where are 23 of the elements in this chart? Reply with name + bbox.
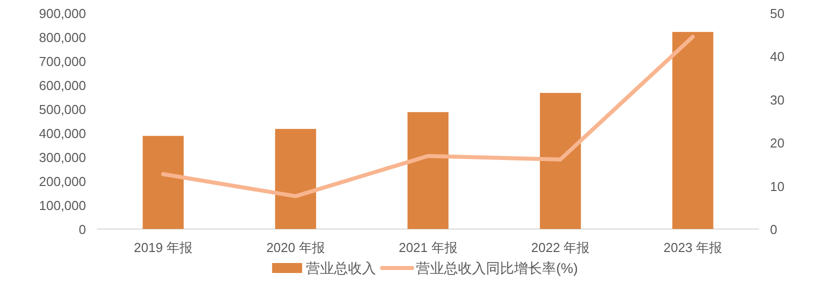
y2-tick: 30 (770, 92, 784, 108)
y-tick: 0 (78, 222, 86, 237)
y2-tick: 20 (770, 136, 784, 151)
x-tick: 2019 年报 (134, 240, 192, 255)
y-tick: 500,000 (39, 102, 86, 117)
y2-tick: 10 (770, 178, 784, 194)
legend-label: 营业总收入 (306, 260, 376, 276)
y2-tick: 40 (770, 49, 784, 64)
x-tick: 2022 年报 (531, 240, 590, 255)
y-tick: 600,000 (39, 78, 86, 93)
x-tick: 2021 年报 (398, 240, 458, 255)
x-tick: 2023 年报 (664, 240, 722, 255)
y-tick: 900,000 (39, 6, 86, 21)
y-tick: 200,000 (39, 174, 86, 189)
y-tick: 400,000 (39, 126, 86, 141)
y-tick: 300,000 (39, 150, 86, 165)
y-tick: 800,000 (39, 30, 86, 45)
y2-tick: 50 (770, 6, 784, 21)
x-tick: 2020 年报 (266, 240, 325, 255)
legend-label: 营业总收入同比增长率(%) (416, 260, 578, 276)
y2-tick: 0 (770, 222, 778, 237)
y-tick: 700,000 (39, 54, 86, 69)
y-tick: 100,000 (39, 198, 86, 213)
